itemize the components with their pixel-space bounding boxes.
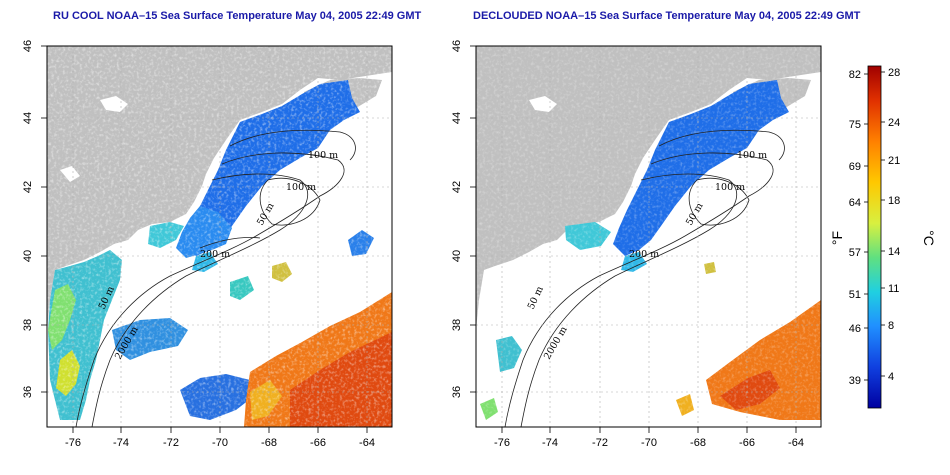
lon-tick-label: -70 <box>641 437 657 449</box>
lon-tick-label: -64 <box>788 437 804 449</box>
lon-tick-label: -72 <box>592 437 608 449</box>
lat-tick-label: 42 <box>22 181 34 193</box>
lat-tick-label: 36 <box>451 386 463 398</box>
graticule <box>476 46 821 427</box>
lon-tick-label: -76 <box>494 437 510 449</box>
contour-label: 100 m <box>715 182 745 193</box>
fahrenheit-tick-label: 64 <box>849 197 861 209</box>
lon-tick-label: -70 <box>212 437 228 449</box>
celsius-tick-label: 14 <box>888 246 900 258</box>
lat-tick-label: 44 <box>22 112 34 124</box>
right-map: 100 m 100 m 50 m 200 m 50 m 2000 m <box>476 46 821 427</box>
fahrenheit-tick-label: 39 <box>849 375 861 387</box>
left-map: 100 m 100 m 50 m 200 m 50 m 2000 m <box>47 46 392 427</box>
fahrenheit-tick-label: 51 <box>849 289 861 301</box>
left-map-frame <box>46 45 393 428</box>
cloud-speckle <box>476 46 821 427</box>
fahrenheit-tick-label: 46 <box>849 323 861 335</box>
fahrenheit-tick-label: 82 <box>849 69 861 81</box>
lat-tick-label: 38 <box>451 319 463 331</box>
celsius-tick-label: 11 <box>888 283 899 295</box>
graticule <box>47 46 392 427</box>
lon-tick-label: -74 <box>542 437 558 449</box>
colorbar-ticks: 82 75 69 64 57 51 46 39 28 24 21 18 14 11 8 4 <box>849 67 901 387</box>
bathymetry-contours <box>75 129 356 427</box>
lat-tick-label: 44 <box>451 112 463 124</box>
contour-label: 200 m <box>629 249 659 260</box>
celsius-unit-label: °C <box>921 230 937 246</box>
lat-tick-label: 40 <box>451 250 463 262</box>
celsius-tick-label: 18 <box>888 195 900 207</box>
lon-tick-label: -68 <box>261 437 277 449</box>
fahrenheit-unit-label: °F <box>829 231 845 245</box>
fahrenheit-tick-label: 69 <box>849 161 861 173</box>
lon-tick-label: -66 <box>739 437 755 449</box>
lon-tick-label: -72 <box>163 437 179 449</box>
contour-label: 100 m <box>308 150 338 161</box>
right-axes: -76 -74 -72 -70 -68 -66 -64 36 38 40 42 44 46 <box>451 40 804 449</box>
lon-tick-label: -64 <box>359 437 375 449</box>
lat-tick-label: 36 <box>22 386 34 398</box>
lat-tick-label: 46 <box>451 40 463 52</box>
right-map-frame <box>475 45 822 428</box>
right-panel-title: DECLOUDED NOAA–15 Sea Surface Temperatur… <box>473 10 861 22</box>
lon-tick-label: -76 <box>65 437 81 449</box>
contour-label: 200 m <box>200 249 230 260</box>
contour-label: 100 m <box>286 182 316 193</box>
lat-tick-label: 38 <box>22 319 34 331</box>
celsius-tick-label: 8 <box>888 320 894 332</box>
contour-label: 100 m <box>737 150 767 161</box>
fahrenheit-tick-label: 57 <box>849 247 861 259</box>
colorbar <box>867 65 882 409</box>
fahrenheit-tick-label: 75 <box>849 119 861 131</box>
celsius-tick-label: 21 <box>888 155 900 167</box>
celsius-tick-label: 28 <box>888 67 900 79</box>
lon-tick-label: -74 <box>113 437 129 449</box>
lon-tick-label: -68 <box>690 437 706 449</box>
cloud-speckle <box>47 46 392 427</box>
left-panel-title: RU COOL NOAA–15 Sea Surface Temperature … <box>53 10 422 22</box>
lon-tick-label: -66 <box>310 437 326 449</box>
left-axes: -76 -74 -72 -70 -68 -66 -64 36 38 40 42 44 46 <box>22 40 375 449</box>
bathymetry-contours <box>504 129 785 427</box>
celsius-tick-label: 4 <box>888 371 894 383</box>
lat-tick-label: 40 <box>22 250 34 262</box>
lat-tick-label: 42 <box>451 181 463 193</box>
lat-tick-label: 46 <box>22 40 34 52</box>
celsius-tick-label: 24 <box>888 117 900 129</box>
